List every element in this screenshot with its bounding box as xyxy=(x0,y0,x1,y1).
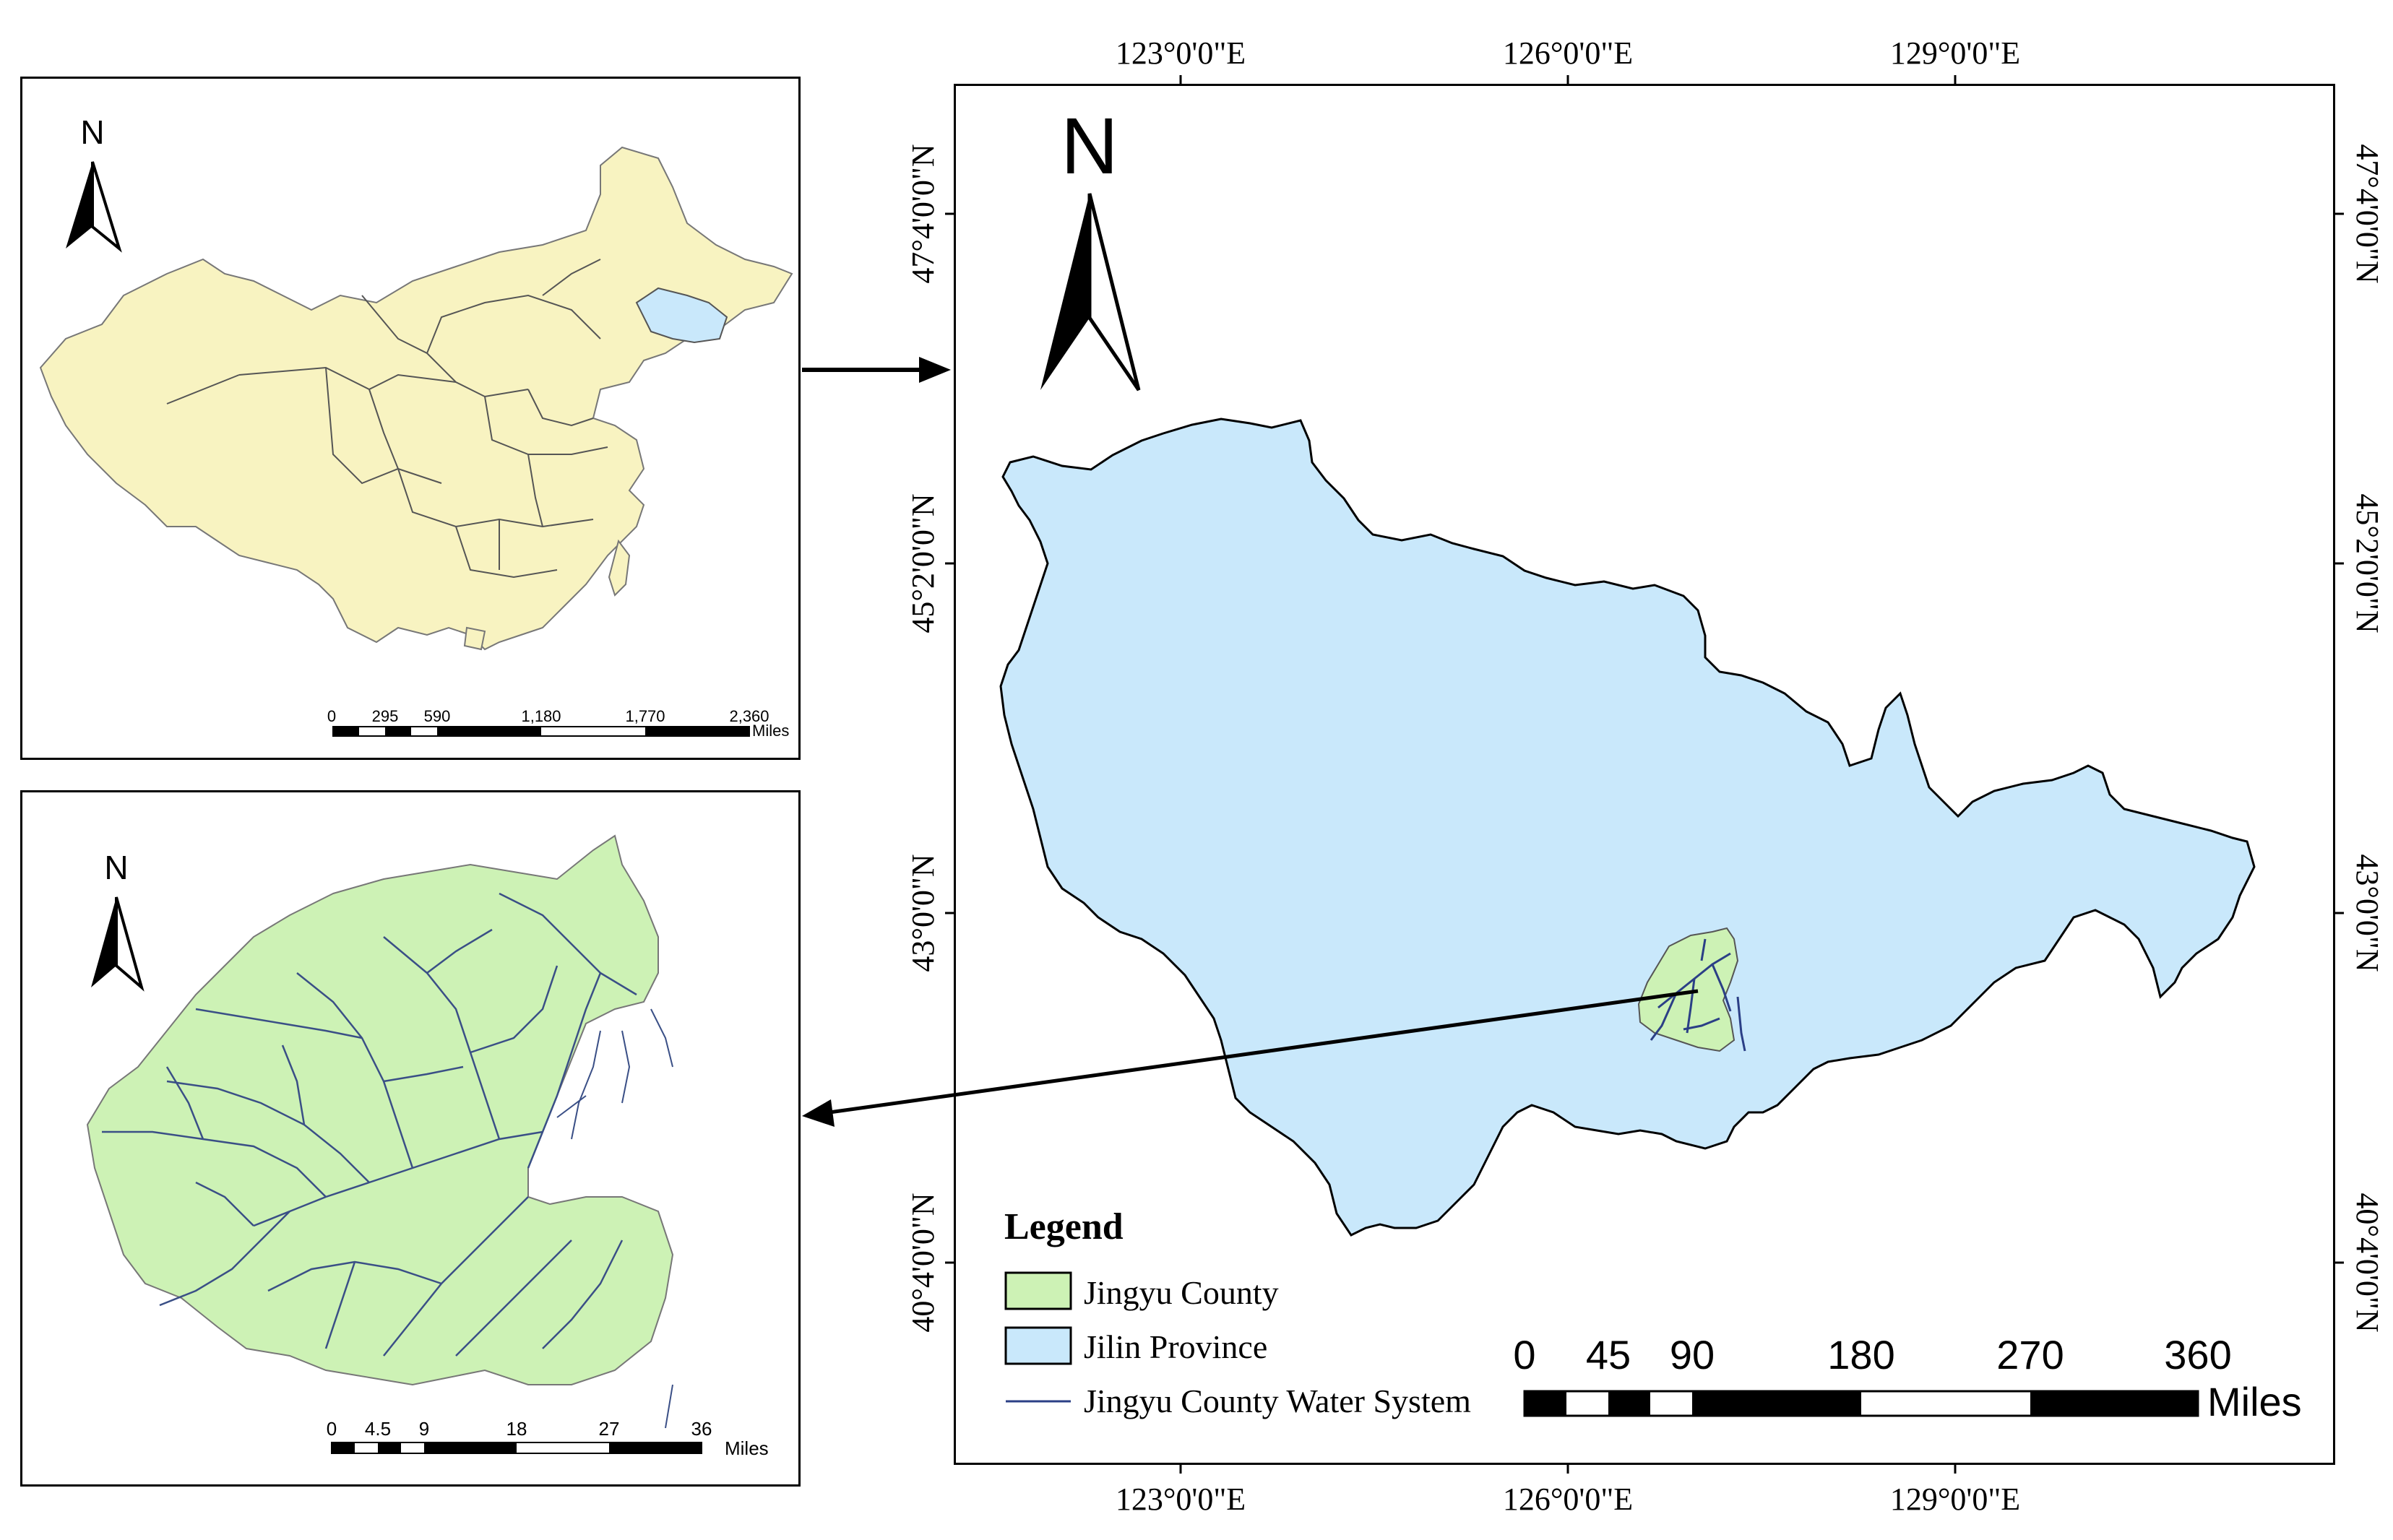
lat-label-right: 47°4'0'0"N xyxy=(2350,144,2385,283)
china-scale-label: 2,360 xyxy=(729,707,769,725)
lat-labels-left: 47°4'0'0"N 45°2'0'0"N 43°0'0"N 40°4'0'0"… xyxy=(905,144,941,1332)
china-north-label: N xyxy=(80,113,104,151)
legend-title: Legend xyxy=(1004,1206,1124,1247)
jilin-highlight-shape xyxy=(635,287,728,344)
main-legend: Legend Jingyu County Jilin Province Jing… xyxy=(1004,1206,1471,1419)
lat-labels-right: 47°4'0'0"N 45°2'0'0"N 43°0'0"N 40°4'0'0"… xyxy=(2350,144,2385,1332)
county-scale-label: 27 xyxy=(599,1418,620,1440)
china-scale-label: 0 xyxy=(327,707,336,725)
china-scale-label: 590 xyxy=(424,707,451,725)
hainan-shape xyxy=(463,626,486,651)
china-scale-label: 1,770 xyxy=(625,707,665,725)
main-scale-label: 45 xyxy=(1586,1332,1631,1377)
lat-label-left: 40°4'0'0"N xyxy=(905,1193,941,1332)
jilin-province-shape xyxy=(999,418,2256,1237)
lon-label-bottom: 126°0'0"E xyxy=(1503,1481,1633,1517)
county-inset-panel: N xyxy=(20,790,801,1487)
legend-label-jilin: Jilin Province xyxy=(1084,1328,1267,1365)
lon-label-bottom: 123°0'0"E xyxy=(1116,1481,1246,1517)
county-scale-labels: 0 4.5 9 18 27 36 Miles xyxy=(327,1418,769,1459)
main-scale-label: 90 xyxy=(1670,1332,1715,1377)
lon-labels-top: 123°0'0"E 126°0'0"E 129°0'0"E xyxy=(1116,35,2020,71)
lat-label-right: 45°2'0'0"N xyxy=(2350,493,2385,633)
china-scale-unit: Miles xyxy=(752,722,789,740)
main-scale-label: 360 xyxy=(2164,1332,2231,1377)
china-inset-svg: N xyxy=(39,113,793,740)
china-map-shape xyxy=(39,146,793,651)
lat-label-left: 47°4'0'0"N xyxy=(905,144,941,283)
county-scale-label: 0 xyxy=(327,1418,337,1440)
county-north-arrow-icon xyxy=(91,896,145,992)
lat-label-left: 43°0'0"N xyxy=(905,854,941,972)
county-to-inset-arrow xyxy=(802,989,1699,1127)
lat-label-right: 40°4'0'0"N xyxy=(2350,1193,2385,1332)
china-inset-panel: N xyxy=(20,77,801,760)
county-scale-label: 36 xyxy=(691,1418,712,1440)
lon-labels-bottom: 123°0'0"E 126°0'0"E 129°0'0"E xyxy=(1116,1481,2020,1517)
main-scale-unit: Miles xyxy=(2207,1379,2302,1424)
graticule-ticks xyxy=(945,75,2344,1474)
county-rivers xyxy=(102,892,637,1357)
county-scale-label: 18 xyxy=(506,1418,527,1440)
lat-label-left: 45°2'0'0"N xyxy=(905,493,941,633)
lon-label-top: 126°0'0"E xyxy=(1503,35,1633,71)
county-scale-label: 9 xyxy=(419,1418,429,1440)
main-north-label: N xyxy=(1061,102,1118,191)
taiwan-shape xyxy=(608,539,631,597)
county-scale-unit: Miles xyxy=(725,1437,769,1459)
jingyu-water-system xyxy=(1650,938,1746,1052)
china-scale-bar xyxy=(332,726,750,737)
main-scale-label: 270 xyxy=(1996,1332,2064,1377)
china-scale-label: 1,180 xyxy=(521,707,561,725)
legend-label-jingyu: Jingyu County xyxy=(1084,1274,1279,1311)
legend-label-water: Jingyu County Water System xyxy=(1084,1383,1471,1419)
lat-label-right: 43°0'0"N xyxy=(2350,854,2385,972)
legend-swatch-jingyu xyxy=(1004,1271,1072,1310)
county-north-label: N xyxy=(104,849,128,886)
main-north-arrow-icon xyxy=(1040,193,1141,392)
main-scale-labels: 0 45 90 180 270 360 Miles xyxy=(1513,1332,2301,1424)
county-inset-svg: N xyxy=(86,834,769,1459)
province-boundaries xyxy=(166,259,608,579)
lon-label-top: 123°0'0"E xyxy=(1116,35,1246,71)
lon-label-bottom: 129°0'0"E xyxy=(1890,1481,2020,1517)
lon-label-top: 129°0'0"E xyxy=(1890,35,2020,71)
legend-swatch-jilin xyxy=(1004,1326,1072,1365)
main-scale-bar xyxy=(1523,1390,2199,1417)
outside-streams xyxy=(556,1008,673,1429)
county-scale-bar xyxy=(331,1442,702,1454)
main-scale-label: 180 xyxy=(1827,1332,1894,1377)
county-map-shape xyxy=(86,834,674,1386)
county-scale-label: 4.5 xyxy=(365,1418,391,1440)
main-scale-label: 0 xyxy=(1513,1332,1535,1377)
china-north-arrow-icon xyxy=(66,161,122,253)
china-to-main-arrow xyxy=(802,357,951,383)
china-scale-labels: 0 295 590 1,180 1,770 2,360 Miles xyxy=(327,707,789,740)
china-scale-label: 295 xyxy=(372,707,399,725)
